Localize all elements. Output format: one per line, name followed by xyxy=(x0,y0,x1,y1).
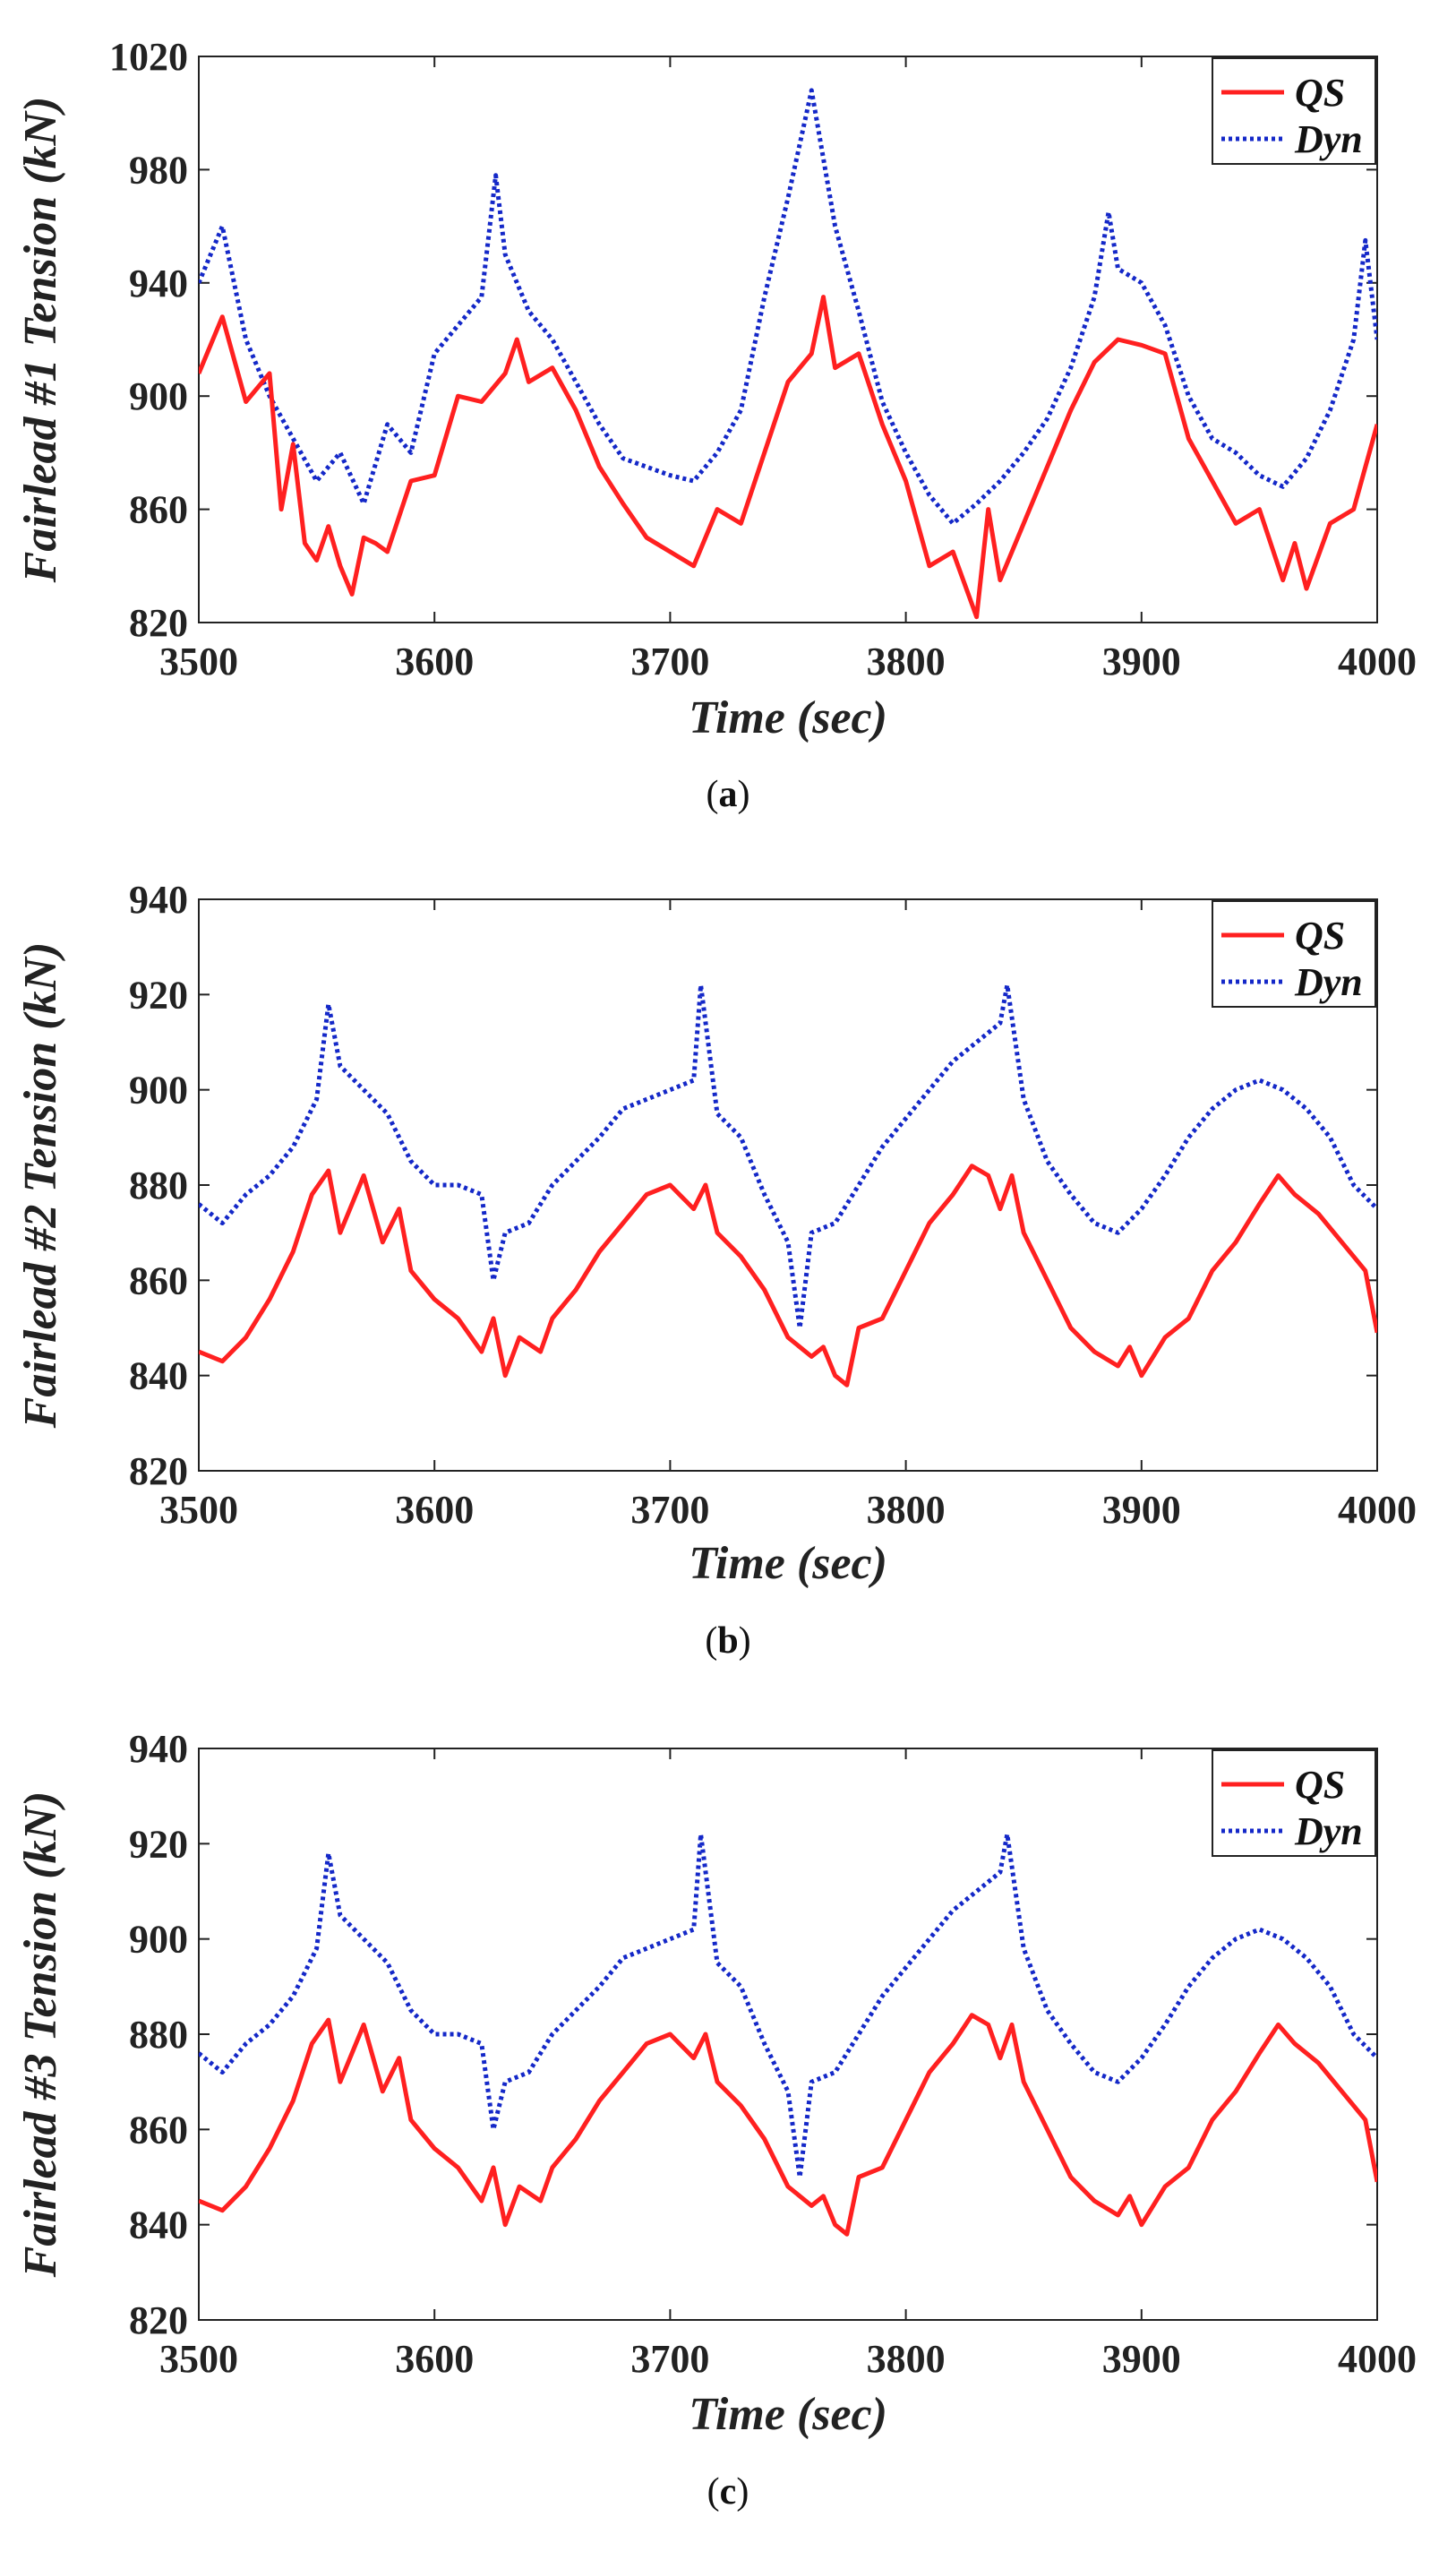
y-tick-label: 920 xyxy=(129,1822,188,1866)
x-tick-label: 3500 xyxy=(159,640,238,683)
y-tick-label: 820 xyxy=(129,1449,188,1493)
x-tick-label: 3800 xyxy=(867,1488,946,1532)
x-tick-label: 3700 xyxy=(630,2337,709,2381)
series-line-qs xyxy=(199,1164,1377,1387)
x-axis-label: Time (sec) xyxy=(689,692,887,743)
plot-frame xyxy=(198,1748,1378,2321)
y-tick-label: 1020 xyxy=(109,35,188,79)
x-axis-label: Time (sec) xyxy=(689,1538,887,1589)
x-tick-label: 3600 xyxy=(395,2337,474,2381)
y-tick-label: 900 xyxy=(129,1069,188,1112)
x-tick-label: 4000 xyxy=(1338,1488,1417,1532)
series-line-qs xyxy=(199,2013,1377,2237)
y-tick-label: 820 xyxy=(129,601,188,645)
series-line-dyn xyxy=(199,1832,1377,2179)
x-tick-label: 3600 xyxy=(395,1488,474,1532)
y-tick-label: 900 xyxy=(129,1918,188,1962)
y-tick-label: 880 xyxy=(129,2013,188,2057)
y-axis-label: Fairlead #3 Tension (kN) xyxy=(15,1791,66,2279)
legend-box xyxy=(1212,1749,1376,1857)
legend-label-qs: QS xyxy=(1295,914,1345,958)
legend-label-dyn: Dyn xyxy=(1294,960,1363,1004)
x-tick-label: 3900 xyxy=(1102,1488,1181,1532)
x-tick-label: 3700 xyxy=(630,1488,709,1532)
y-axis-label: Fairlead #2 Tension (kN) xyxy=(15,942,66,1430)
series-line-dyn xyxy=(199,983,1377,1330)
legend-label-qs: QS xyxy=(1295,1763,1345,1807)
caption: (c) xyxy=(707,2471,749,2513)
caption: (b) xyxy=(705,1620,750,1662)
y-tick-label: 820 xyxy=(129,2298,188,2342)
x-tick-label: 4000 xyxy=(1338,640,1417,683)
x-tick-label: 3500 xyxy=(159,1488,238,1532)
y-tick-label: 940 xyxy=(129,878,188,922)
y-tick-label: 980 xyxy=(129,148,188,192)
chart-panel-a: 3500 3600 3700 3800 3900 4000 820 860 900 940 980 1… xyxy=(15,35,1417,815)
y-tick-label: 940 xyxy=(129,1727,188,1771)
x-tick-label: 3800 xyxy=(867,2337,946,2381)
y-tick-label: 900 xyxy=(129,374,188,418)
x-tick-label: 3600 xyxy=(395,640,474,683)
y-tick-label: 920 xyxy=(129,973,188,1017)
legend-label-qs: QS xyxy=(1295,71,1345,115)
y-axis-label: Fairlead #1 Tension (kN) xyxy=(15,97,66,584)
y-tick-label: 840 xyxy=(129,2203,188,2247)
legend-box xyxy=(1212,900,1376,1008)
y-tick-label: 860 xyxy=(129,2108,188,2152)
plot-frame xyxy=(198,56,1378,623)
x-tick-label: 4000 xyxy=(1338,2337,1417,2381)
legend-box xyxy=(1212,57,1376,165)
plot-frame xyxy=(198,898,1378,1472)
x-tick-label: 3900 xyxy=(1102,2337,1181,2381)
x-tick-label: 3700 xyxy=(630,640,709,683)
legend-label-dyn: Dyn xyxy=(1294,117,1363,161)
y-tick-label: 880 xyxy=(129,1164,188,1207)
y-tick-label: 840 xyxy=(129,1354,188,1398)
series-line-qs xyxy=(199,295,1377,620)
chart-panel-c: 3500 3600 3700 3800 3900 4000 820 840 860 880 900 9… xyxy=(15,1727,1417,2513)
x-tick-label: 3900 xyxy=(1102,640,1181,683)
x-axis-label: Time (sec) xyxy=(689,2389,887,2440)
y-tick-label: 860 xyxy=(129,488,188,532)
x-tick-label: 3500 xyxy=(159,2337,238,2381)
y-tick-label: 860 xyxy=(129,1259,188,1302)
caption: (a) xyxy=(707,774,750,815)
y-tick-label: 940 xyxy=(129,262,188,305)
chart-panel-b: 3500 3600 3700 3800 3900 4000 820 840 860 880 900 9… xyxy=(15,878,1417,1662)
x-tick-label: 3800 xyxy=(867,640,946,683)
legend-label-dyn: Dyn xyxy=(1294,1809,1363,1853)
